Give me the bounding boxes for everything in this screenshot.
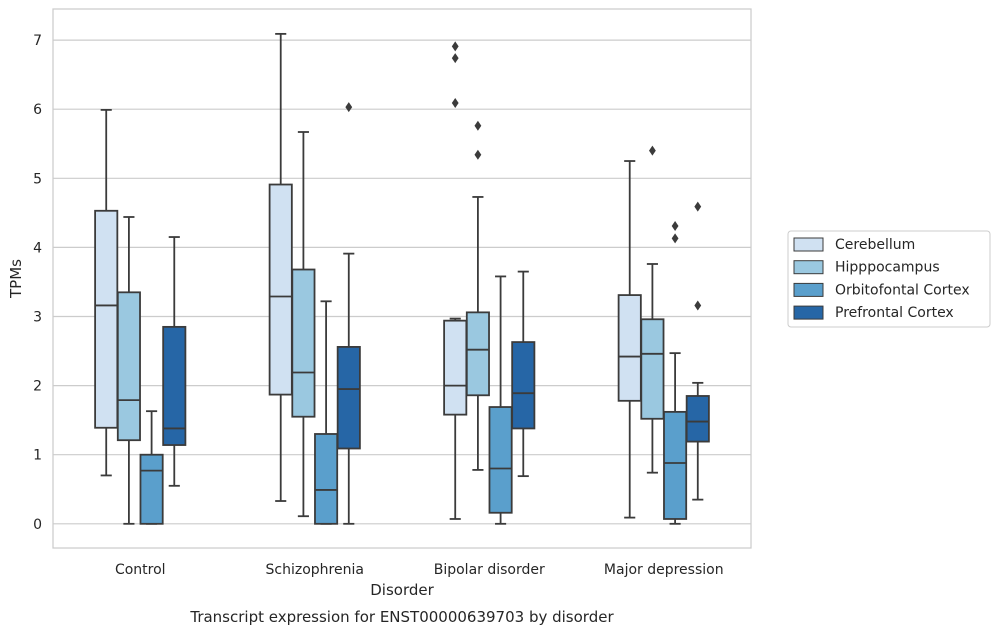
box <box>640 318 665 420</box>
box <box>511 341 536 430</box>
box-group <box>617 160 642 519</box>
outlier-point <box>451 97 459 108</box>
box-group <box>162 236 187 487</box>
y-tick-label: 3 <box>33 310 42 326</box>
box <box>663 410 688 520</box>
box <box>94 209 119 429</box>
box-group <box>291 131 316 518</box>
box <box>139 453 164 525</box>
outlier-point <box>474 149 482 160</box>
box-group <box>94 108 119 477</box>
box-group <box>443 41 468 520</box>
box <box>314 433 339 525</box>
y-axis-ticks: 0 1 2 3 4 5 6 7 <box>33 33 42 533</box>
x-axis-ticks: Control Schizophrenia Bipolar disorder Majo… <box>115 562 724 578</box>
box <box>685 395 710 443</box>
y-tick-label: 2 <box>33 379 42 395</box>
legend-label: Hipppocampus <box>835 260 940 276</box>
outlier-point <box>649 145 656 156</box>
x-tick-label: Major depression <box>604 562 724 578</box>
y-tick-label: 5 <box>33 171 42 187</box>
box-group <box>314 300 339 525</box>
box <box>617 294 642 402</box>
box-plots <box>94 32 710 525</box>
outlier-point <box>694 300 702 311</box>
y-axis-label: TPMs <box>7 259 25 299</box>
x-tick-label: Schizophrenia <box>266 562 364 578</box>
x-axis-label: Disorder <box>370 581 434 599</box>
box <box>116 291 141 442</box>
box <box>488 406 513 514</box>
box-group <box>139 410 164 525</box>
box <box>162 325 187 446</box>
box-group <box>511 270 536 478</box>
y-tick-label: 4 <box>33 240 42 256</box>
legend-label: Cerebellum <box>835 237 915 253</box>
legend-label: Prefrontal Cortex <box>835 305 954 321</box>
box-group <box>663 220 688 525</box>
box <box>336 346 361 450</box>
chart-caption: Transcript expression for ENST0000063970… <box>189 608 614 626</box>
box <box>465 311 490 397</box>
outlier-point <box>671 220 679 231</box>
outlier-point <box>694 201 702 212</box>
plot-area <box>53 9 751 548</box>
outlier-point <box>451 53 459 64</box>
outlier-point <box>451 41 459 52</box>
box <box>268 183 293 396</box>
y-tick-label: 7 <box>33 33 42 49</box>
box <box>443 319 468 416</box>
y-tick-label: 0 <box>33 517 42 533</box>
box-group <box>640 145 665 474</box>
legend: Cerebellum Hipppocampus Orbitofontal Corte… <box>787 230 991 328</box>
box-group <box>488 275 513 525</box>
y-tick-label: 6 <box>33 102 42 118</box>
box <box>291 268 316 418</box>
box-group <box>685 201 710 501</box>
box-group <box>465 120 490 471</box>
legend-swatch <box>793 237 824 252</box>
legend-label: Orbitofontal Cortex <box>835 282 970 298</box>
x-tick-label: Bipolar disorder <box>434 562 545 578</box>
legend-frame <box>787 230 991 328</box>
outlier-point <box>345 102 353 113</box>
plot-frame <box>52 8 752 549</box>
box-group <box>116 216 141 525</box>
legend-swatch <box>793 260 824 275</box>
outlier-point <box>671 233 679 244</box>
legend-swatch <box>793 282 824 297</box>
y-tick-label: 1 <box>33 448 42 464</box>
outlier-point <box>474 120 482 131</box>
x-tick-label: Control <box>115 562 166 578</box>
legend-swatch <box>793 305 824 320</box>
box-group <box>336 102 361 525</box>
